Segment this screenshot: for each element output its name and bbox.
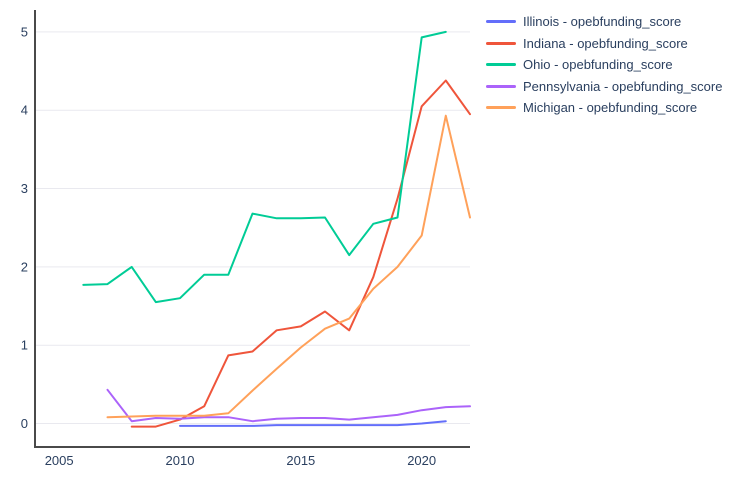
y-tick-label: 1: [21, 338, 28, 353]
series-line-illinois[interactable]: [179, 420, 447, 427]
legend-item-illinois[interactable]: Illinois - opebfunding_score: [486, 11, 722, 33]
legend-item-michigan[interactable]: Michigan - opebfunding_score: [486, 97, 722, 119]
x-tick-label: 2005: [45, 453, 74, 468]
y-tick-label: 4: [21, 103, 28, 118]
legend-line-swatch-ohio: [486, 63, 516, 67]
y-tick-label: 5: [21, 24, 28, 39]
legend-line-swatch-pennsylvania: [486, 84, 516, 88]
y-tick-label: 3: [21, 181, 28, 196]
legend-line-swatch-michigan: [486, 106, 516, 110]
y-tick-label: 2: [21, 259, 28, 274]
y-tick-label: 0: [21, 416, 28, 431]
series-line-michigan[interactable]: [106, 114, 471, 419]
legend-label-indiana: Indiana - opebfunding_score: [523, 35, 688, 51]
legend-item-pennsylvania[interactable]: Pennsylvania - opebfunding_score: [486, 76, 722, 98]
x-tick-label: 2010: [166, 453, 195, 468]
legend-label-pennsylvania: Pennsylvania - opebfunding_score: [523, 78, 723, 94]
legend-line-swatch-illinois: [486, 20, 516, 24]
series-line-ohio[interactable]: [82, 30, 447, 304]
series-line-indiana[interactable]: [130, 79, 471, 428]
legend-label-illinois: Illinois - opebfunding_score: [523, 14, 682, 30]
chart-legend: Illinois - opebfunding_score Indiana - op…: [486, 11, 722, 119]
series-line-pennsylvania[interactable]: [106, 388, 471, 423]
legend-line-swatch-indiana: [486, 41, 516, 45]
legend-item-ohio[interactable]: Ohio - opebfunding_score: [486, 54, 722, 76]
x-tick-label: 2015: [286, 453, 315, 468]
legend-item-indiana[interactable]: Indiana - opebfunding_score: [486, 33, 722, 55]
x-tick-label: 2020: [407, 453, 436, 468]
legend-label-ohio: Ohio - opebfunding_score: [523, 57, 673, 73]
legend-label-michigan: Michigan - opebfunding_score: [523, 100, 698, 116]
